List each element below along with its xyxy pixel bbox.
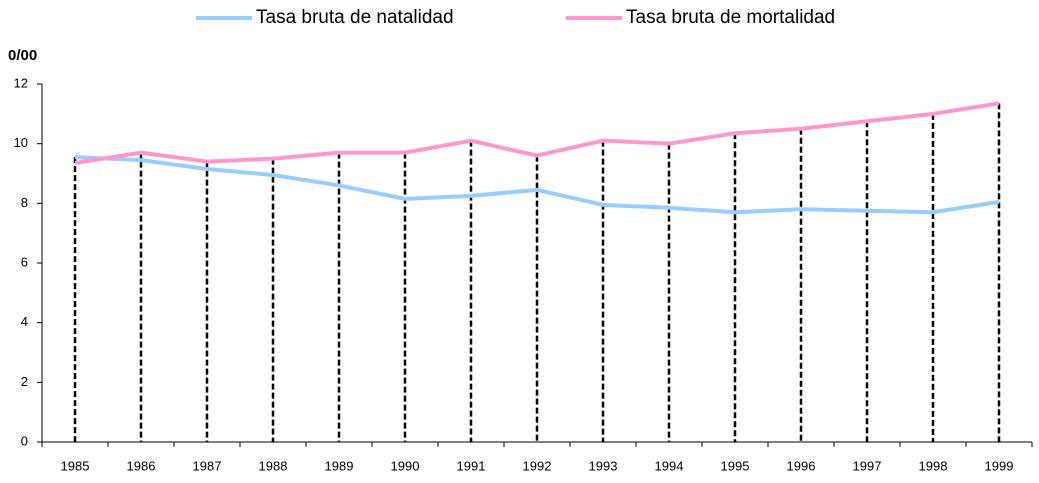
y-tick-label: 0: [21, 433, 28, 448]
x-tick-label: 1998: [919, 458, 948, 473]
x-tick-label: 1987: [193, 458, 222, 473]
y-tick-label: 10: [14, 135, 28, 150]
x-tick-label: 1991: [457, 458, 486, 473]
legend-label: Tasa bruta de natalidad: [256, 7, 454, 28]
x-tick-label: 1995: [721, 458, 750, 473]
x-tick-label: 1996: [787, 458, 816, 473]
y-tick-label: 2: [21, 374, 28, 389]
x-tick-label: 1992: [523, 458, 552, 473]
y-tick-label: 4: [21, 314, 28, 329]
x-tick-label: 1989: [325, 458, 354, 473]
y-tick-label: 6: [21, 254, 28, 269]
y-tick-label: 8: [21, 195, 28, 210]
x-tick-label: 1994: [655, 458, 684, 473]
x-tick-label: 1988: [259, 458, 288, 473]
x-tick-label: 1986: [127, 458, 156, 473]
series-line: [74, 155, 1000, 215]
y-tick-label: 12: [14, 75, 28, 90]
legend-label: Tasa bruta de mortalidad: [626, 7, 835, 28]
x-tick-label: 1997: [853, 458, 882, 473]
x-tick-label: 1999: [985, 458, 1014, 473]
y-axis-label: 0/00: [8, 47, 37, 64]
series-line: [74, 101, 1000, 166]
x-tick-label: 1985: [61, 458, 90, 473]
x-tick-label: 1993: [589, 458, 618, 473]
x-tick-label: 1990: [391, 458, 420, 473]
